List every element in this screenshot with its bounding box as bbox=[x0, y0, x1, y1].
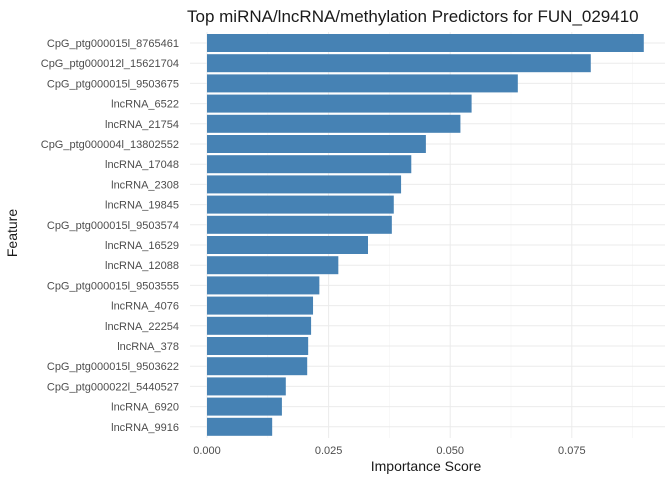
bar bbox=[207, 357, 308, 376]
bar bbox=[207, 74, 518, 93]
y-tick-label: CpG_ptg000015l_9503555 bbox=[47, 280, 179, 292]
bar bbox=[207, 135, 426, 153]
y-tick-label: lncRNA_22254 bbox=[105, 321, 179, 333]
y-tick-label: lncRNA_16529 bbox=[105, 240, 179, 252]
y-tick-label: lncRNA_4076 bbox=[111, 301, 179, 313]
chart-title: Top miRNA/lncRNA/methylation Predictors … bbox=[187, 7, 639, 26]
y-tick-label: lncRNA_9916 bbox=[111, 422, 179, 434]
y-tick-label: CpG_ptg000015l_9503622 bbox=[47, 361, 179, 373]
bar bbox=[207, 276, 320, 295]
grid-lines bbox=[190, 32, 665, 438]
bar bbox=[207, 114, 461, 133]
bar bbox=[207, 397, 282, 416]
bar bbox=[207, 377, 286, 396]
bar bbox=[207, 175, 402, 194]
y-tick-label: lncRNA_12088 bbox=[105, 260, 179, 272]
x-tick-label: 0.050 bbox=[436, 445, 464, 457]
bars-group bbox=[207, 34, 644, 436]
y-tick-labels: CpG_ptg000015l_8765461 CpG_ptg000012l_156… bbox=[41, 38, 179, 434]
y-tick-label: CpG_ptg000022l_5440527 bbox=[47, 381, 179, 393]
x-tick-label: 0.025 bbox=[315, 445, 343, 457]
bar bbox=[207, 316, 312, 335]
bar bbox=[207, 215, 392, 234]
y-tick-label: lncRNA_19845 bbox=[105, 200, 179, 212]
bar bbox=[207, 195, 394, 214]
bar bbox=[207, 417, 273, 436]
bar bbox=[207, 256, 339, 275]
y-tick-label: lncRNA_378 bbox=[117, 341, 179, 353]
x-tick-labels: 0.000 0.025 0.050 0.075 bbox=[193, 445, 585, 457]
bar bbox=[207, 337, 309, 355]
y-tick-label: CpG_ptg000015l_8765461 bbox=[47, 38, 179, 50]
bar bbox=[207, 296, 314, 315]
y-tick-label: CpG_ptg000015l_9503675 bbox=[47, 78, 179, 90]
x-axis-title: Importance Score bbox=[371, 458, 482, 474]
bar bbox=[207, 236, 368, 254]
bar bbox=[207, 54, 591, 73]
y-axis-title: Feature bbox=[4, 209, 20, 257]
bar bbox=[207, 94, 472, 113]
y-tick-label: lncRNA_17048 bbox=[105, 159, 179, 171]
bar bbox=[207, 155, 412, 174]
y-tick-label: lncRNA_21754 bbox=[105, 119, 179, 131]
y-tick-label: lncRNA_6920 bbox=[111, 402, 179, 414]
y-tick-label: CpG_ptg000004l_13802552 bbox=[41, 139, 179, 151]
x-tick-label: 0.000 bbox=[193, 445, 221, 457]
y-tick-label: lncRNA_6522 bbox=[111, 99, 179, 111]
y-tick-label: lncRNA_2308 bbox=[111, 179, 179, 191]
bar bbox=[207, 34, 644, 52]
y-tick-label: CpG_ptg000012l_15621704 bbox=[41, 58, 179, 70]
y-tick-label: CpG_ptg000015l_9503574 bbox=[47, 220, 179, 232]
x-tick-label: 0.075 bbox=[558, 445, 586, 457]
